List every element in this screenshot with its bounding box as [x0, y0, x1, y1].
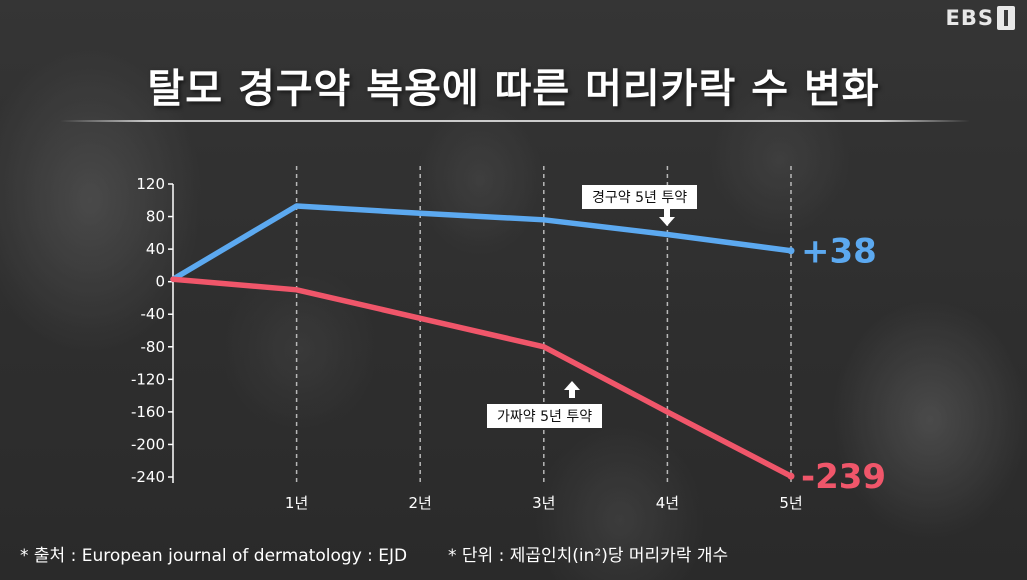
y-tick-label: 120: [136, 175, 165, 193]
end-label-oral: +38: [801, 232, 877, 272]
y-tick-label: -40: [141, 305, 166, 323]
y-tick-label: 40: [146, 240, 165, 258]
series-line-placebo: [170, 276, 794, 479]
y-tick-label: -80: [141, 338, 166, 356]
y-tick-label: -160: [131, 403, 165, 421]
axes: [168, 183, 174, 483]
title-underline: [60, 120, 970, 122]
y-tick-labels: 120 80 40 0 -40 -80 -120 -160 -200 -240: [131, 175, 165, 486]
logo-mark-icon: [997, 6, 1015, 30]
y-tick-label: -240: [131, 468, 165, 486]
grid-lines: [295, 166, 792, 483]
placebo-callout: 가짜약 5년 투약: [487, 404, 603, 428]
series-endpoint-oral: [787, 247, 795, 255]
end-labels: +38 -239: [801, 232, 886, 497]
unit-footnote: * 단위 : 제곱인치(in²)당 머리카락 개수: [448, 546, 729, 566]
x-tick-label: 1년: [285, 494, 308, 512]
x-tick-label: 5년: [779, 494, 802, 512]
x-tick-label: 4년: [656, 494, 679, 512]
x-tick-labels: 1년 2년 3년 4년 5년: [285, 494, 803, 512]
y-tick-label: 0: [155, 273, 165, 291]
y-tick-label: 80: [146, 208, 165, 226]
series-lines: [170, 203, 795, 480]
y-tick-label: -200: [131, 435, 165, 453]
x-tick-label: 3년: [532, 494, 555, 512]
x-tick-label: 2년: [409, 494, 432, 512]
y-tick-label: -120: [131, 370, 165, 388]
series-line-oral: [170, 203, 794, 282]
ebs-logo: EBS: [946, 6, 1015, 30]
oral-drug-callout: 경구약 5년 투약: [582, 185, 698, 209]
logo-text: EBS: [945, 6, 994, 30]
source-footnote: * 출처 : European journal of dermatology :…: [20, 546, 408, 566]
chart-title: 탈모 경구약 복용에 따른 머리카락 수 변화: [147, 66, 880, 112]
end-label-placebo: -239: [801, 457, 886, 497]
series-endpoint-placebo: [787, 472, 795, 480]
